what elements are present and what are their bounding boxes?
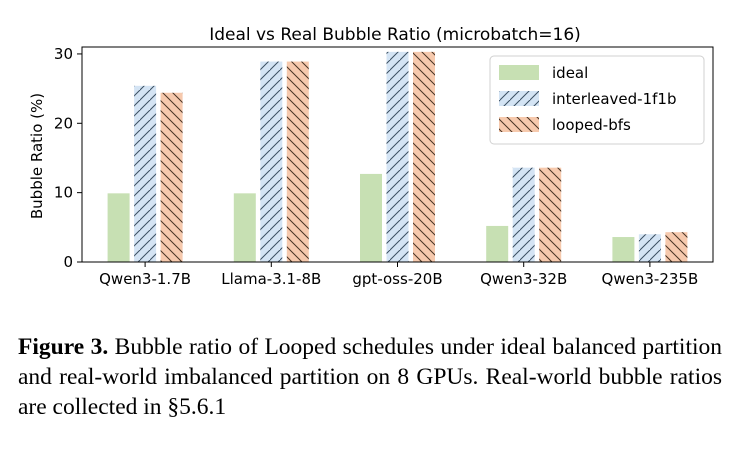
caption-label: Figure 3.: [18, 334, 109, 360]
bar-looped-bfs-Llama-3.1-8B: [286, 61, 309, 263]
x-tick-label: Llama-3.1-8B: [221, 270, 321, 288]
bar-looped-bfs-Qwen3-235B: [665, 232, 688, 262]
bar-interleaved-1f1b-Qwen3-1.7B: [134, 85, 157, 262]
x-tick-label: gpt-oss-20B: [352, 270, 442, 288]
bars-layer: [107, 51, 688, 263]
bar-chart: Ideal vs Real Bubble Ratio (microbatch=1…: [28, 25, 714, 288]
plot-frame: [81, 46, 714, 263]
y-tick-label: 30: [54, 45, 73, 63]
x-tick-label: Qwen3-235B: [602, 270, 699, 288]
legend-box: [489, 55, 705, 145]
legend-label-ideal: ideal: [552, 64, 588, 82]
y-tick-label: 10: [54, 184, 73, 202]
bar-looped-bfs-Qwen3-32B: [539, 167, 562, 262]
legend-swatch-ideal: [499, 65, 539, 80]
figure-caption: Figure 3. Bubble ratio of Looped schedul…: [18, 332, 722, 422]
y-tick-label: 20: [54, 114, 73, 132]
bar-ideal-Qwen3-1.7B: [107, 193, 130, 262]
bar-interleaved-1f1b-Qwen3-235B: [638, 234, 661, 262]
bar-looped-bfs-gpt-oss-20B: [413, 51, 435, 262]
bar-interleaved-1f1b-Qwen3-32B: [512, 167, 535, 262]
x-tick-label: Qwen3-1.7B: [99, 270, 191, 288]
bar-looped-bfs-Qwen3-1.7B: [160, 92, 183, 262]
legend-label-looped-bfs: looped-bfs: [552, 116, 631, 134]
bar-ideal-Qwen3-235B: [612, 237, 635, 262]
legend: ideal interleaved-1f1b looped-bfs: [489, 55, 705, 145]
bar-ideal-Llama-3.1-8B: [233, 193, 256, 262]
ticks-layer: Qwen3-1.7B Llama-3.1-8B gpt-oss-20B Qwen3-3…: [54, 45, 698, 288]
y-tick-label: 0: [63, 253, 73, 271]
legend-swatch-interleaved-1f1b: [499, 91, 539, 106]
legend-label-interleaved-1f1b: interleaved-1f1b: [552, 90, 676, 108]
caption-text: Bubble ratio of Looped schedules under i…: [18, 334, 723, 420]
legend-swatch-looped-bfs: [499, 117, 539, 132]
chart-title: Ideal vs Real Bubble Ratio (microbatch=1…: [209, 25, 581, 45]
bar-ideal-Qwen3-32B: [486, 225, 509, 262]
bar-ideal-gpt-oss-20B: [360, 173, 382, 262]
bar-interleaved-1f1b-Llama-3.1-8B: [260, 61, 283, 263]
bar-interleaved-1f1b-gpt-oss-20B: [386, 51, 409, 262]
x-tick-label: Qwen3-32B: [480, 270, 567, 288]
y-axis-label: Bubble Ratio (%): [28, 93, 46, 219]
